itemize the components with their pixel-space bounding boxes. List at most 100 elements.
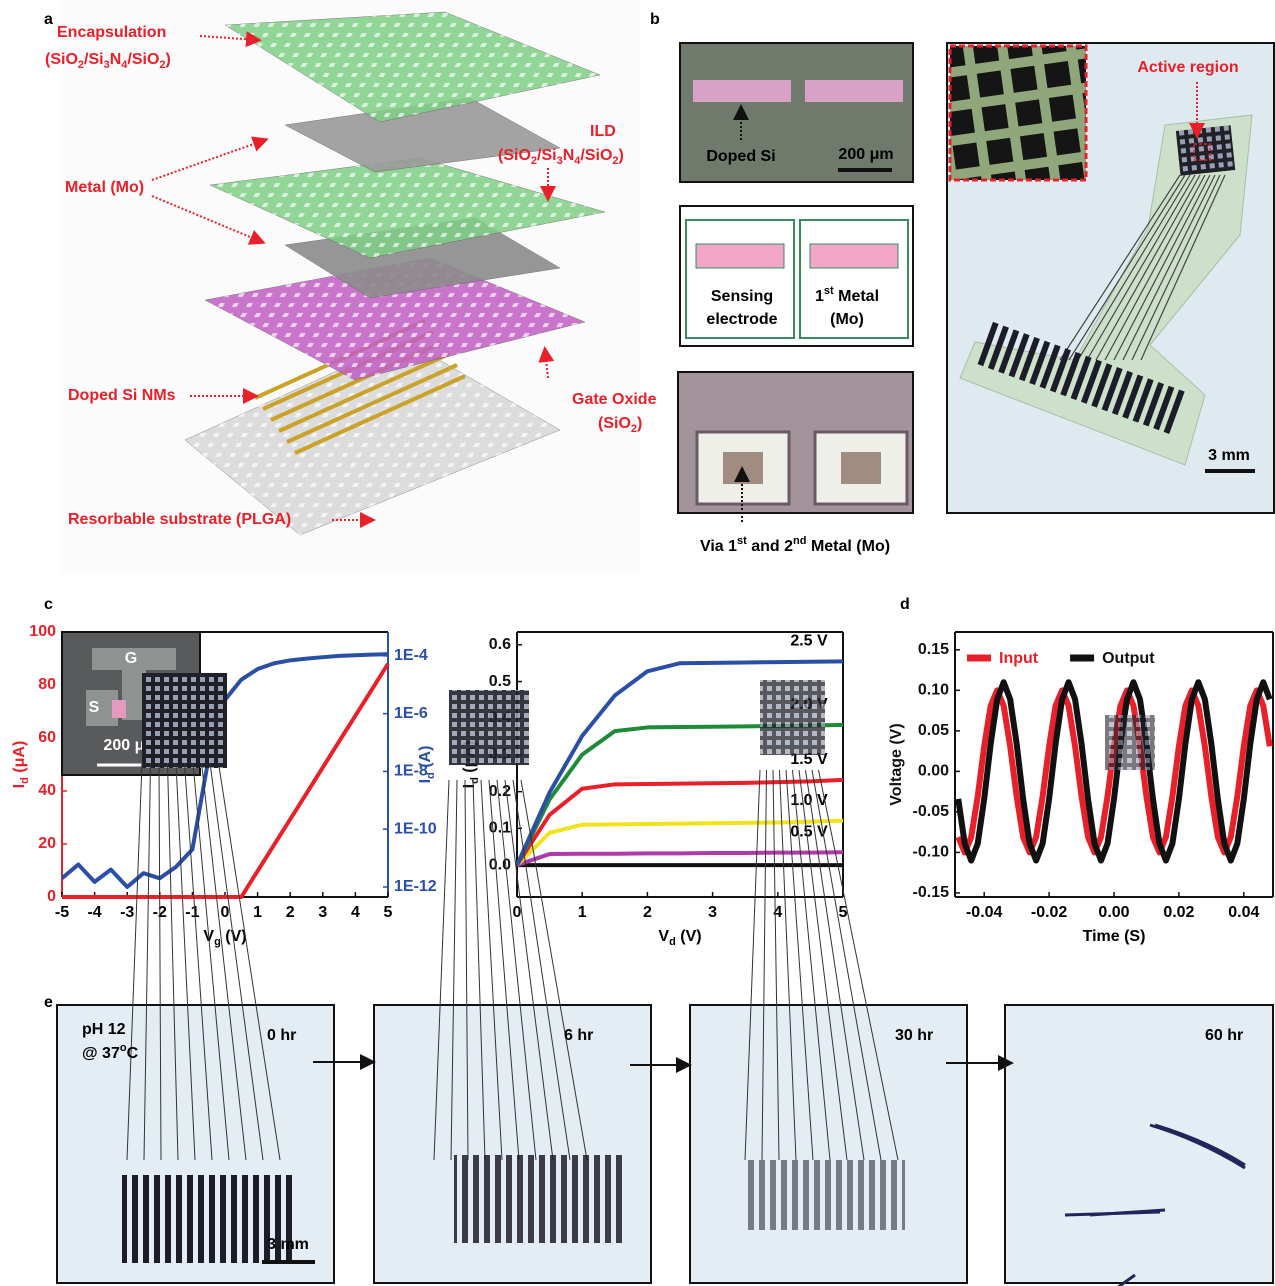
condition-label-part: C <box>127 1045 139 1062</box>
photo-label: Active region <box>1137 59 1238 76</box>
layer-label: Encapsulation <box>57 24 166 41</box>
via-center <box>723 452 763 484</box>
inset-label: S <box>89 699 100 716</box>
electrode-array <box>1105 715 1155 770</box>
time-label: 60 hr <box>1205 1027 1243 1044</box>
y-tick-label: 0.00 <box>918 763 949 780</box>
x-tick-label: 0 <box>221 904 230 921</box>
micrograph-caption-part: st <box>737 535 747 547</box>
x-tick-label: 3 <box>708 904 717 921</box>
layer-label: Doped Si NMs <box>68 387 176 404</box>
diagram-label: (Mo) <box>830 311 864 328</box>
x-tick-label: -0.02 <box>1031 904 1068 921</box>
y-tick-label: -0.05 <box>913 803 950 820</box>
diagram-label-part: Metal <box>834 288 879 305</box>
doped-si-region <box>696 244 784 268</box>
micrograph-caption-part: Via 1 <box>700 538 737 555</box>
layer-formula-part: /SiO <box>580 147 612 164</box>
y2-tick-label: 1E-10 <box>394 820 437 837</box>
y-tick-label: 100 <box>29 623 56 640</box>
micrograph-caption: Via 1st and 2nd Metal (Mo) <box>700 535 890 555</box>
electrode-array <box>449 690 529 765</box>
panel-label: c <box>44 596 53 613</box>
layer-label: Gate Oxide <box>572 391 657 408</box>
layer-formula-part: (SiO <box>498 147 531 164</box>
x-axis-label: Vd (V) <box>658 928 701 948</box>
y2-tick-label: 1E-4 <box>394 647 428 664</box>
via-center <box>841 452 881 484</box>
y2-tick-label: 1E-6 <box>394 705 428 722</box>
micrograph-caption-part: Metal (Mo) <box>807 538 891 555</box>
x-axis-label: Time (S) <box>1083 928 1146 945</box>
layer-label: Resorbable substrate (PLGA) <box>68 511 291 528</box>
doped-si-region <box>112 700 126 718</box>
diagram-label: electrode <box>706 311 777 328</box>
x-axis-label-part: V <box>658 928 669 945</box>
inset-label: G <box>125 650 137 667</box>
micrograph-caption-part: and 2 <box>747 538 793 555</box>
dissolution-photo <box>1005 1005 1273 1283</box>
x-tick-label: -0.04 <box>966 904 1003 921</box>
micrograph-caption-part: nd <box>793 535 806 547</box>
active-array <box>1176 125 1235 176</box>
x-tick-label: 5 <box>384 904 393 921</box>
y-axis-label: Voltage (V) <box>888 723 905 805</box>
y-tick-label: 80 <box>38 676 56 693</box>
x-tick-label: 0 <box>513 904 522 921</box>
time-label: 6 hr <box>564 1027 593 1044</box>
panel-label: a <box>44 11 53 28</box>
x-tick-label: 2 <box>286 904 295 921</box>
electrode-array <box>142 673 227 768</box>
y-axis-label-part: (μA) <box>11 741 28 777</box>
layer-formula-part: /Si <box>537 147 557 164</box>
doped-si-region <box>810 244 898 268</box>
x-tick-label: -4 <box>87 904 101 921</box>
layer-label: ILD <box>590 123 616 140</box>
micrograph-label: Doped Si <box>706 148 775 165</box>
layer-formula-part: /SiO <box>127 51 159 68</box>
x-tick-label: 3 <box>318 904 327 921</box>
legend-label: Output <box>1102 650 1155 667</box>
time-label: 30 hr <box>895 1027 933 1044</box>
y-axis-label-part: d <box>469 777 481 784</box>
diagram-label-part: 1 <box>815 288 824 305</box>
x-axis-label-part: d <box>669 936 676 948</box>
condition-label-part: @ 37 <box>82 1045 120 1062</box>
scale-label: 200 μm <box>838 146 893 163</box>
y-tick-label: -0.15 <box>913 884 950 901</box>
y-tick-label: 40 <box>38 782 56 799</box>
layer-formula-part: (SiO <box>45 51 78 68</box>
x-tick-label: 4 <box>351 904 360 921</box>
zoom-inset <box>950 46 1086 180</box>
panel-label: d <box>900 596 910 613</box>
panel-label: e <box>44 994 53 1011</box>
layer-formula-part: N <box>110 51 122 68</box>
y-tick-label: 0.15 <box>918 641 949 658</box>
x-tick-label: -5 <box>55 904 69 921</box>
y-tick-label: 0 <box>47 888 56 905</box>
x-tick-label: -3 <box>120 904 134 921</box>
y-tick-label: -0.10 <box>913 844 950 861</box>
y2-axis-label-part: d <box>425 772 437 779</box>
y-tick-label: 0.5 <box>489 673 511 690</box>
series-label: 2.5 V <box>790 633 828 650</box>
contact-pads <box>454 1155 624 1243</box>
doped-si-region <box>693 80 791 102</box>
x-tick-label: 2 <box>643 904 652 921</box>
scale-label: 3 mm <box>1208 447 1250 464</box>
legend-label: Input <box>999 650 1039 667</box>
x-tick-label: 1 <box>253 904 262 921</box>
figure: abcdeEncapsulation(SiO2/Si3N4/SiO2)ILD(S… <box>0 0 1275 1286</box>
y-tick-label: 0.2 <box>489 783 511 800</box>
y-tick-label: 20 <box>38 835 56 852</box>
contact-pads <box>745 1160 905 1230</box>
layer-formula-part: N <box>563 147 575 164</box>
y-tick-label: 0.05 <box>918 722 949 739</box>
x-tick-label: 0.04 <box>1228 904 1259 921</box>
x-tick-label: -1 <box>185 904 199 921</box>
layer-formula-part: ) <box>619 147 624 164</box>
y-tick-label: 0.6 <box>489 636 511 653</box>
condition-label: pH 12 <box>82 1021 126 1038</box>
y2-tick-label: 1E-12 <box>394 878 437 895</box>
condition-label: @ 37oC <box>82 1042 139 1062</box>
